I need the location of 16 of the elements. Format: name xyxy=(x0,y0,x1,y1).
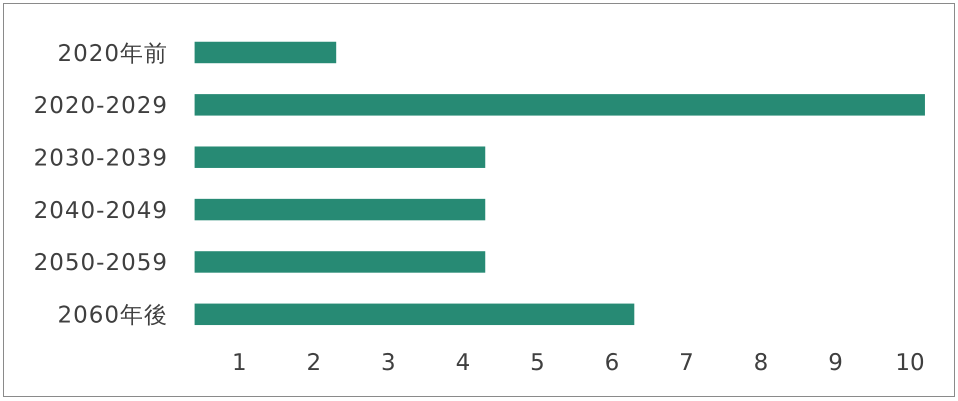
x-tick-label: 4 xyxy=(456,350,470,376)
y-tick-label: 2020年前 xyxy=(57,40,168,67)
y-tick-label: 2060年後 xyxy=(57,302,168,329)
x-tick-label: 10 xyxy=(895,350,925,376)
x-tick-label: 5 xyxy=(530,350,545,376)
x-tick-label: 7 xyxy=(679,350,694,376)
y-tick-label: 2030-2039 xyxy=(34,145,168,172)
y-tick-label: 2040-2049 xyxy=(34,198,168,224)
x-tick-label: 1 xyxy=(232,350,247,376)
x-tick-label: 9 xyxy=(828,350,843,376)
y-tick-label: 2050-2059 xyxy=(34,250,168,276)
x-tick-label: 6 xyxy=(604,350,620,376)
y-tick-label: 2020-2029 xyxy=(34,93,168,120)
x-tick-label: 2 xyxy=(306,350,322,376)
x-tick-label: 8 xyxy=(754,350,768,376)
x-tick-label: 3 xyxy=(381,350,396,376)
